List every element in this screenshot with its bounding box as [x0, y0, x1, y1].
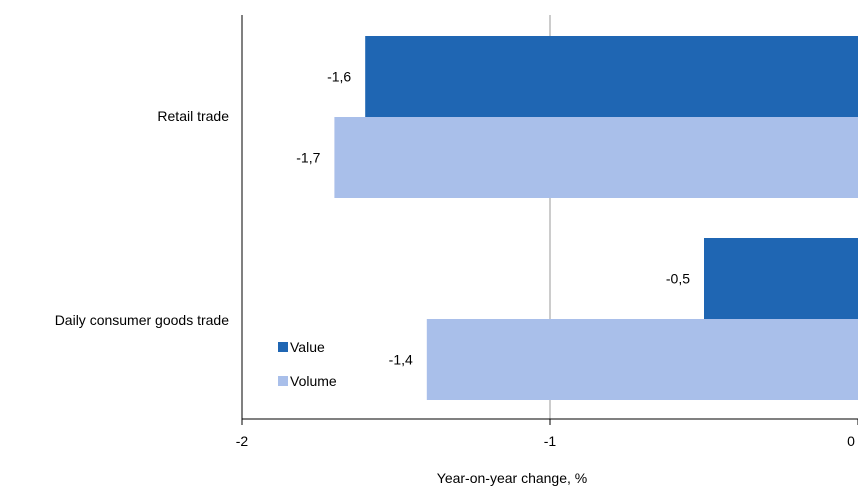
legend-swatch [278, 342, 288, 352]
legend-swatch [278, 376, 288, 386]
x-tick-label: -2 [236, 433, 249, 449]
x-tick-label: -1 [544, 433, 557, 449]
volume-bar [426, 319, 858, 400]
volume-data-label: -1,7 [296, 150, 320, 166]
legend-label: Value [290, 339, 325, 355]
category-labels: Retail trade Daily consumer goods trade [55, 108, 230, 328]
legend-label: Volume [290, 373, 337, 389]
value-data-label: -1,6 [327, 69, 351, 85]
value-bar [365, 36, 858, 117]
value-data-label: -0,5 [666, 271, 690, 287]
legend-item-volume: Volume [278, 373, 337, 389]
x-tick-label: 0 [847, 433, 855, 449]
legend: Value Volume [278, 339, 337, 389]
volume-data-label: -1,4 [389, 352, 413, 368]
category-label: Daily consumer goods trade [55, 312, 230, 328]
bars-group [334, 36, 858, 400]
data-labels: -1,6 -1,7 -0,5 -1,4 [296, 69, 690, 368]
category-label: Retail trade [157, 108, 229, 124]
volume-bar [334, 117, 858, 198]
legend-item-value: Value [278, 339, 325, 355]
x-tick-labels: -2 -1 0 [236, 419, 858, 449]
value-bar [704, 238, 858, 319]
x-axis-title: Year-on-year change, % [437, 470, 587, 486]
